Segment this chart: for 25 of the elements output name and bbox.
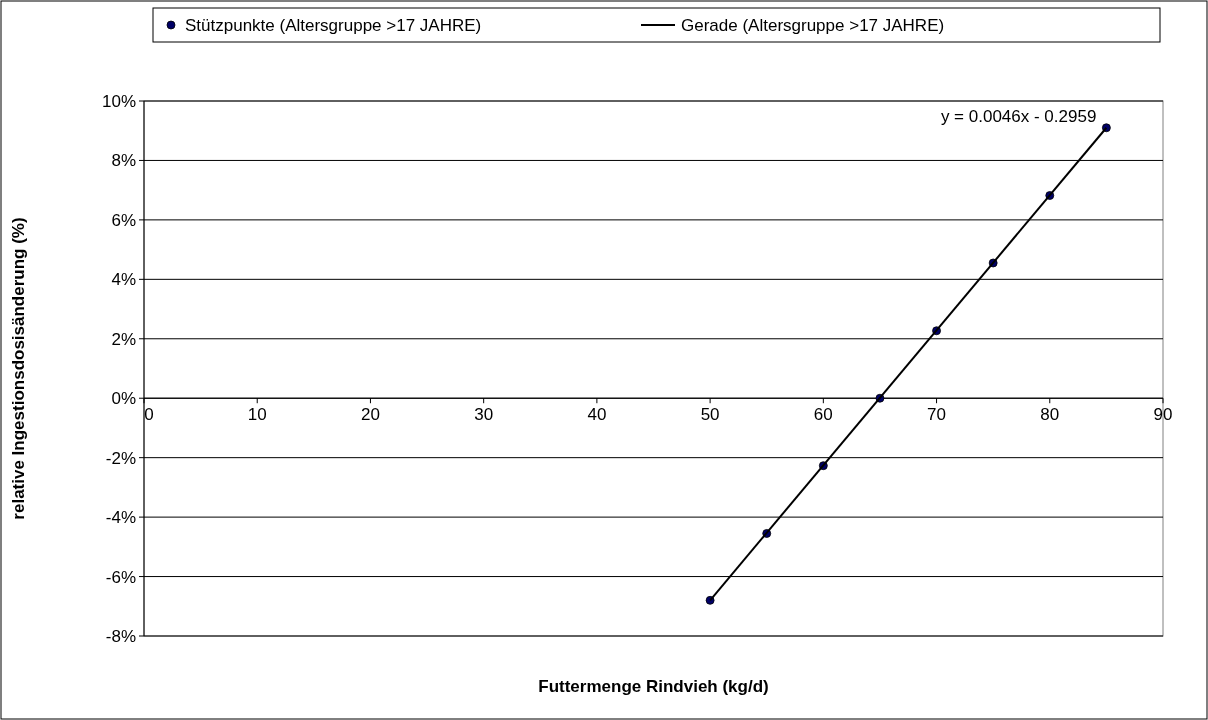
y-tick-label: 2%: [111, 329, 136, 349]
x-tick-label: 60: [813, 405, 833, 425]
x-tick-label: 70: [927, 405, 947, 425]
x-tick-label: 20: [360, 405, 380, 425]
legend-label: Gerade (Altersgruppe >17 JAHRE): [681, 15, 945, 35]
x-tick-label: 40: [587, 405, 607, 425]
y-tick-label: 4%: [111, 270, 136, 290]
y-tick-label: -4%: [105, 508, 136, 528]
x-tick-label: 50: [700, 405, 720, 425]
x-tick-label: 30: [474, 405, 494, 425]
y-tick-label: 0%: [111, 389, 136, 409]
x-axis-title: Futtermenge Rindvieh (kg/d): [538, 677, 769, 696]
y-tick-label: -6%: [105, 567, 136, 587]
y-tick-label: 8%: [111, 151, 136, 171]
y-tick-label: -8%: [105, 626, 136, 646]
y-tick-label: 10%: [101, 91, 136, 111]
legend-label: Stützpunkte (Altersgruppe >17 JAHRE): [185, 15, 482, 35]
annotation: y = 0.0046x - 0.2959: [940, 106, 1097, 126]
x-tick-label: 90: [1153, 405, 1173, 425]
y-tick-label: -2%: [105, 448, 136, 468]
y-tick-label: 6%: [111, 210, 136, 230]
x-tick-label: 10: [247, 405, 267, 425]
x-tick-label: 0: [144, 405, 154, 425]
x-tick-label: 80: [1040, 405, 1060, 425]
y-axis-title: relative Ingestionsdosisänderung (%): [9, 217, 28, 520]
